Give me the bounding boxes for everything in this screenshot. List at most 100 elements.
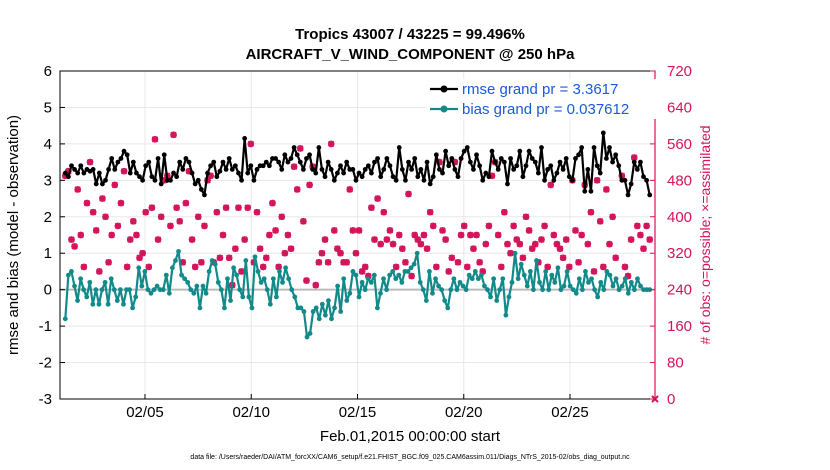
y-axis-label: rmse and bias (model - observation): [5, 115, 22, 355]
bias-point: [485, 287, 490, 293]
rmse-point: [335, 170, 340, 176]
rmse-point: [415, 174, 421, 180]
bias-point: [154, 283, 160, 289]
obs-assimilated-marker: [563, 236, 570, 243]
bias-point: [283, 265, 289, 271]
obs-assimilated-marker: [269, 199, 276, 207]
rmse-point: [430, 174, 436, 180]
bias-point: [433, 276, 438, 282]
bias-point: [552, 279, 558, 285]
rmse-point: [440, 170, 445, 176]
x-tick-label: 02/25: [551, 404, 589, 421]
rmse-point: [121, 148, 127, 154]
obs-assimilated-marker: [575, 259, 582, 266]
rmse-point: [328, 167, 334, 172]
bias-point: [142, 269, 148, 274]
bias-point: [105, 301, 111, 307]
rmse-point: [93, 181, 99, 187]
rmse-point: [573, 156, 578, 161]
rmse-point: [276, 159, 282, 165]
obs-assimilated-marker: [142, 209, 149, 216]
rmse-point: [100, 181, 105, 187]
legend-bias-marker: [440, 105, 448, 113]
obs-assimilated-marker: [176, 218, 183, 225]
obs-assimilated-marker: [321, 236, 329, 243]
rmse-point: [118, 156, 124, 161]
rmse-point: [594, 163, 600, 169]
obs-assimilated-marker: [266, 231, 273, 239]
bias-point: [555, 265, 561, 271]
rmse-point: [532, 159, 538, 165]
obs-assimilated-marker: [634, 222, 641, 230]
bias-point: [589, 276, 594, 282]
obs-assimilated-marker: [334, 245, 341, 252]
rmse-point: [384, 156, 390, 161]
obs-assimilated-marker: [556, 245, 564, 252]
obs-assimilated-marker: [312, 281, 319, 289]
bias-point: [258, 279, 264, 285]
rmse-point: [517, 148, 523, 154]
bias-point: [423, 298, 429, 303]
bias-point: [595, 294, 601, 300]
obs-assimilated-marker: [207, 172, 214, 179]
obs-assimilated-marker: [488, 172, 496, 179]
obs-assimilated-marker: [93, 227, 100, 234]
bias-point: [307, 331, 313, 336]
bias-point: [310, 309, 316, 314]
bias-point: [136, 265, 142, 271]
rmse-point: [508, 156, 513, 161]
rmse-point: [604, 156, 609, 161]
obs-assimilated-marker: [343, 259, 350, 266]
bias-point: [362, 287, 368, 293]
y-tick-label: -3: [39, 391, 52, 408]
obs-assimilated-marker: [349, 227, 357, 234]
series-lines: [62, 130, 653, 340]
obs-assimilated-marker: [550, 231, 558, 239]
obs-assimilated-marker: [442, 236, 449, 243]
rmse-point: [631, 159, 637, 165]
rmse-point: [591, 145, 597, 150]
obs-assimilated-marker: [392, 263, 400, 271]
obs-assimilated-marker: [501, 209, 508, 216]
obs-assimilated-marker: [365, 272, 372, 280]
rmse-point: [69, 163, 74, 169]
obs-assimilated-marker: [603, 186, 610, 193]
obs-assimilated-marker: [259, 263, 267, 271]
bias-point: [622, 276, 628, 282]
obs-assimilated-marker: [643, 222, 650, 230]
obs-assimilated-marker: [498, 263, 505, 271]
bias-point: [218, 287, 224, 293]
bias-point: [243, 258, 249, 263]
rmse-point: [409, 167, 415, 172]
bias-point: [411, 261, 417, 267]
rmse-point: [616, 163, 622, 169]
bias-point: [322, 312, 328, 318]
obs-assimilated-marker: [482, 240, 490, 248]
obs-assimilated-marker: [213, 209, 221, 216]
obs-count-markers: [62, 99, 659, 403]
x-tick-label: 02/05: [126, 404, 164, 421]
bias-point: [638, 283, 643, 289]
rmse-point: [149, 174, 155, 180]
bias-point: [503, 312, 509, 318]
obs-assimilated-marker: [368, 204, 375, 211]
bias-point: [72, 283, 77, 289]
obs-assimilated-marker: [399, 245, 406, 252]
obs-assimilated-marker: [170, 131, 177, 138]
rmse-point: [134, 170, 139, 176]
bias-point: [436, 283, 441, 289]
obs-assimilated-marker: [528, 245, 536, 252]
bias-point: [231, 265, 236, 271]
obs-assimilated-marker: [77, 231, 84, 239]
obs-assimilated-marker: [331, 227, 338, 234]
rmse-point: [140, 177, 146, 183]
rmse-point: [245, 170, 251, 176]
rmse-point: [393, 177, 399, 183]
rmse-point: [155, 156, 161, 161]
bias-point: [439, 287, 445, 293]
rmse-point: [294, 152, 300, 158]
rmse-point: [492, 159, 498, 165]
chart-title: Tropics 43007 / 43225 = 99.496%: [295, 26, 525, 43]
obs-assimilated-marker: [504, 240, 511, 248]
rmse-point: [297, 159, 303, 165]
